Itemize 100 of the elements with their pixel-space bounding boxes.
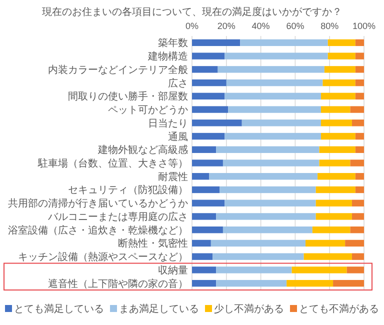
bar: [352, 253, 364, 260]
bar: [218, 66, 324, 73]
bar: [192, 173, 210, 180]
bar: [304, 253, 352, 260]
x-tick-label: 40%: [252, 21, 270, 31]
y-tick-label: 遮音性（上下階や隣の家の音）: [48, 278, 188, 290]
y-tick-label: 間取りの使い勝手・部屋数: [68, 90, 188, 103]
bar: [316, 200, 352, 206]
bar: [242, 120, 321, 126]
bar: [192, 160, 223, 166]
bar: [324, 66, 356, 73]
bar: [222, 160, 320, 166]
y-tick-label: 広さ: [168, 77, 188, 90]
bar: [224, 52, 328, 60]
bar: [352, 120, 364, 126]
bar: [322, 79, 356, 86]
bar: [355, 132, 364, 140]
bar: [286, 280, 334, 287]
y-tick-label: 浴室設備（広さ・追炊き・乾燥機など）: [8, 224, 188, 236]
bar: [226, 79, 323, 86]
bar: [240, 39, 328, 46]
bar: [216, 266, 292, 274]
bar: [355, 173, 364, 180]
y-tick-label: 耐震性: [158, 170, 188, 183]
bar: [192, 52, 225, 60]
bar: [350, 226, 364, 234]
bar: [355, 146, 364, 153]
bar: [216, 213, 316, 220]
bar: [333, 280, 364, 287]
bar: [192, 106, 228, 113]
bar: [192, 132, 225, 140]
bar: [216, 280, 287, 287]
y-tick-label: 収納量: [158, 264, 188, 276]
bar: [321, 120, 352, 126]
bar: [328, 39, 356, 46]
x-tick-label: 0%: [185, 21, 199, 31]
bar: [212, 253, 304, 260]
bar: [192, 213, 216, 220]
bar: [224, 200, 316, 206]
bar: [355, 66, 364, 73]
bar: [321, 92, 356, 100]
x-tick-label: 80%: [320, 21, 339, 31]
bar: [321, 106, 350, 113]
bar: [316, 186, 356, 194]
bar: [192, 120, 242, 126]
y-tick-label: 内装カラーなどインテリア全般: [48, 64, 188, 76]
bar: [319, 146, 356, 153]
bar: [355, 186, 364, 194]
y-tick-label: 日当たり: [148, 117, 188, 130]
y-tick-label: ペット可かどうか: [108, 105, 188, 116]
bar: [350, 106, 364, 113]
y-tick-label: キッチン設備（熱源やスペースなど）: [18, 251, 188, 264]
bar: [318, 173, 356, 180]
bar: [192, 66, 218, 73]
y-tick-label: 駐車場（台数、位置、大きさ等）: [37, 158, 188, 170]
y-tick-label: セキュリティ（防犯設備）: [68, 184, 188, 196]
bar: [192, 79, 226, 86]
bar: [192, 253, 213, 260]
bar: [321, 132, 356, 140]
bar: [209, 173, 318, 180]
bar: [192, 186, 220, 194]
bar: [192, 240, 211, 247]
x-tick-label: 20%: [217, 21, 236, 31]
bar: [220, 186, 316, 194]
bar: [355, 79, 364, 86]
bar: [355, 92, 364, 100]
y-tick-label: 共用部の清掃が行き届いているかどうか: [8, 198, 188, 210]
bar: [352, 200, 364, 206]
bar: [192, 146, 216, 153]
bar: [192, 200, 225, 206]
y-tick-label: 築年数: [158, 37, 188, 50]
bar: [355, 39, 364, 46]
bar: [192, 266, 216, 274]
y-tick-label: 断熱性・気密性: [118, 238, 188, 250]
bar: [292, 266, 347, 274]
bar: [312, 226, 350, 234]
bar: [224, 92, 321, 100]
legend-label: とても不満がある: [299, 303, 379, 315]
y-tick-label: 建物外観など高級感: [97, 144, 188, 156]
bar: [192, 39, 240, 46]
x-tick-label: 100%: [352, 21, 376, 31]
legend-label: まあ満足している: [119, 303, 199, 315]
bar: [350, 160, 364, 166]
legend-label: 少し不満がある: [214, 303, 284, 315]
bar: [328, 52, 356, 60]
chart-title: 現在のお住まいの各項目について、現在の満足度はいかがですか？: [42, 6, 342, 18]
bar: [345, 240, 364, 247]
bar: [316, 213, 352, 220]
bar: [216, 146, 320, 153]
bar: [192, 92, 225, 100]
y-tick-label: 通風: [168, 130, 188, 143]
bar: [228, 106, 321, 113]
bar: [192, 280, 216, 287]
bar: [224, 132, 321, 140]
bar: [352, 213, 364, 220]
bar: [306, 240, 346, 247]
bar: [319, 160, 350, 166]
x-tick-label: 60%: [286, 21, 304, 31]
y-tick-label: バルコニーまたは専用庭の広さ: [47, 210, 188, 223]
bar: [192, 226, 223, 234]
